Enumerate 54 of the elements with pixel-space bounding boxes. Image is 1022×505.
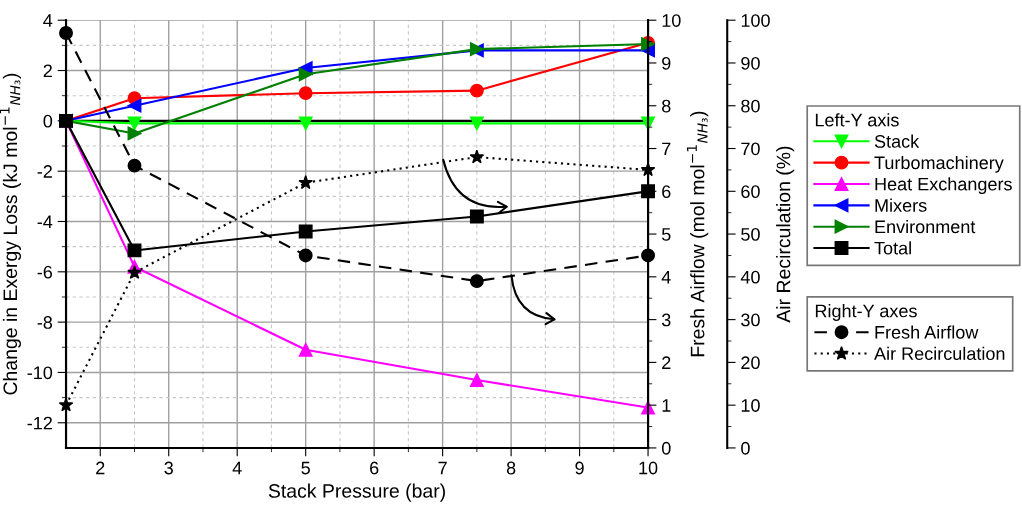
legend-label: Environment bbox=[875, 219, 976, 234]
legend-label: Heat Exchangers bbox=[875, 177, 1012, 195]
y2-tick-label: 4 bbox=[661, 270, 671, 284]
y3-tick-label: 50 bbox=[741, 228, 760, 241]
legend-label: Stack bbox=[874, 134, 920, 148]
legend-label: Mixers bbox=[875, 198, 927, 212]
legend-label: Turbomachinery bbox=[874, 155, 1004, 173]
x-tick-label: 3 bbox=[164, 461, 173, 475]
y2-tick-label: 9 bbox=[662, 56, 671, 70]
y-axis-title: Change in Exergy Loss (kJ mol$^{−1}$$_{NH₃}$) bbox=[0, 73, 21, 395]
y3-tick-label: 40 bbox=[740, 270, 760, 284]
x-tick-label: 6 bbox=[370, 461, 379, 475]
y2-tick-label: 1 bbox=[662, 399, 671, 412]
y2-tick-label: 10 bbox=[662, 14, 681, 27]
y3-tick-label: 10 bbox=[741, 399, 760, 412]
y3-tick-label: 60 bbox=[741, 185, 760, 199]
y-tick-label: 0 bbox=[43, 114, 53, 128]
y-tick-label: -8 bbox=[37, 316, 53, 329]
x-tick-label: 4 bbox=[232, 461, 242, 475]
x-tick-label: 2 bbox=[96, 461, 105, 475]
x-tick-label: 5 bbox=[301, 461, 310, 475]
y-tick-label: -12 bbox=[27, 416, 52, 430]
x-tick-label: 7 bbox=[438, 461, 447, 475]
y-tick-label: -2 bbox=[37, 165, 52, 178]
y-tick-label: -10 bbox=[27, 366, 53, 380]
y3-axis-title: Air Recirculation (%) bbox=[776, 146, 795, 323]
y2-tick-label: 7 bbox=[662, 142, 671, 156]
legend-label: Fresh Airflow bbox=[875, 325, 979, 339]
y3-tick-label: 0 bbox=[741, 441, 750, 455]
y-tick-label: 2 bbox=[43, 64, 52, 78]
y-tick-label: -4 bbox=[37, 215, 53, 229]
y3-tick-label: 80 bbox=[741, 99, 760, 113]
y3-tick-label: 100 bbox=[741, 14, 770, 27]
text: Left-Y axis bbox=[815, 113, 899, 127]
y2-tick-label: 3 bbox=[661, 313, 671, 327]
y3-tick-label: 30 bbox=[741, 313, 760, 327]
y3-tick-label: 20 bbox=[741, 356, 760, 370]
legend-label: Air Recirculation bbox=[874, 346, 1005, 361]
legend-label: Total bbox=[874, 241, 911, 255]
x-axis-title: Stack Pressure (bar) bbox=[268, 483, 445, 502]
y2-tick-label: 5 bbox=[661, 228, 671, 241]
x-tick-label: 9 bbox=[575, 461, 584, 475]
y-tick-label: -6 bbox=[37, 265, 53, 279]
y2-tick-label: 2 bbox=[662, 356, 671, 369]
x-tick-label: 8 bbox=[506, 461, 516, 475]
text: Right-Y axes bbox=[815, 304, 917, 321]
x-tick-label: 10 bbox=[639, 461, 658, 475]
y-tick-label: 4 bbox=[43, 14, 53, 27]
y2-tick-label: 8 bbox=[662, 99, 671, 113]
y3-tick-label: 90 bbox=[741, 56, 760, 70]
y2-tick-label: 0 bbox=[661, 441, 671, 455]
y2-axis-title: Fresh Airflow (mol mol$^{−1}$$_{NH₃}$) bbox=[686, 111, 709, 357]
y2-tick-label: 6 bbox=[662, 185, 671, 199]
y3-tick-label: 70 bbox=[741, 142, 760, 156]
